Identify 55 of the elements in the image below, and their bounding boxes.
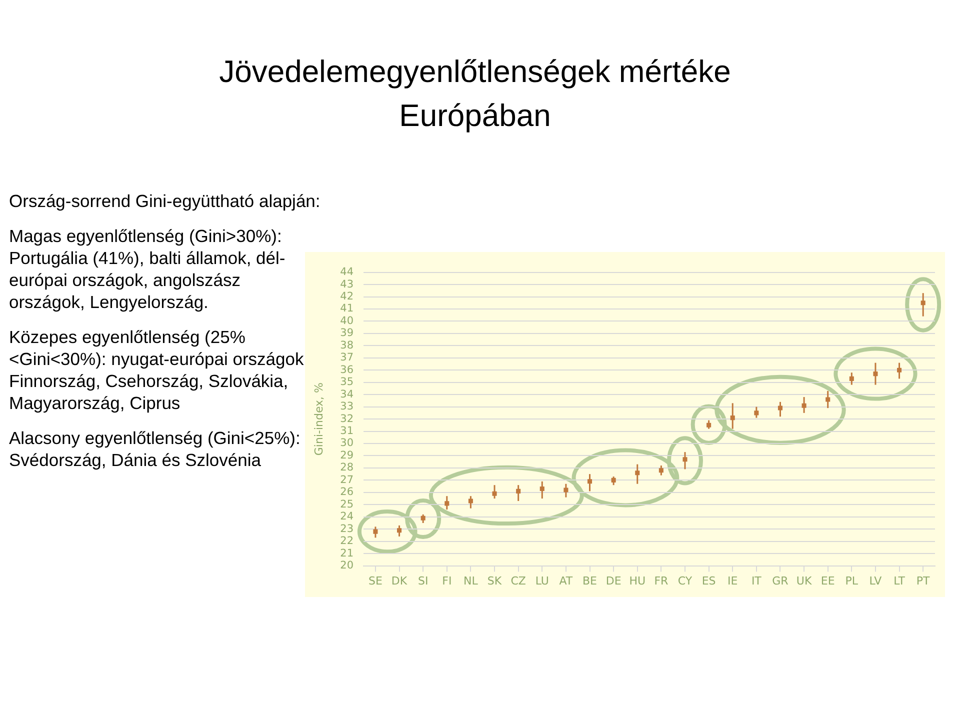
text: Közepes egyenlőtlenség (25%<Gini<30%): nyugat-európai országok, Finnország, Csehország, Szlovákia, Magyarország, Ciprus — [9, 326, 309, 414]
x-tick-label: NL — [464, 574, 479, 588]
x-tick-label: BE — [582, 574, 598, 588]
y-tick-label: 20 — [340, 560, 354, 572]
y-tick-label: 43 — [340, 278, 354, 290]
y-tick-label: 35 — [340, 376, 354, 388]
y-tick-label: 42 — [340, 290, 354, 302]
y-tick-label: 41 — [340, 302, 354, 315]
y-tick-label: 27 — [340, 474, 354, 486]
y-tick-label: 24 — [340, 510, 354, 523]
y-tick-label: 26 — [340, 486, 354, 498]
x-tick-label: LV — [869, 574, 882, 588]
y-tick-label: 38 — [340, 339, 354, 352]
text: Ország-sorrend Gini-együttható alapján: — [9, 190, 322, 212]
x-tick-label: CZ — [510, 574, 526, 588]
y-tick-label: 22 — [340, 535, 354, 548]
text: Magas egyenlőtlenség (Gini>30%): Portugália (41%), balti államok, dél-európai országok, angolszász országok, Lengyelország. — [9, 225, 286, 313]
y-tick-label: 36 — [340, 364, 354, 376]
y-tick-label: 40 — [340, 314, 354, 327]
chart-title: Jövedelemegyenlőtlenségek mértéke Európában — [218, 53, 732, 135]
x-tick-label: SK — [487, 574, 502, 588]
x-tick-label: GR — [772, 574, 789, 588]
x-tick-label: FR — [654, 574, 669, 588]
y-tick-label: 33 — [340, 400, 354, 413]
x-tick-label: HU — [629, 574, 646, 588]
y-tick-label: 21 — [340, 547, 354, 560]
y-tick-label: 44 — [340, 266, 354, 278]
y-tick-label: 32 — [340, 412, 354, 425]
text: Alacsony egyenlőtlenség (Gini<25%): Svédország, Dánia és Szlovénia — [9, 427, 302, 471]
x-tick-label: DK — [391, 574, 408, 588]
y-tick-label: 39 — [340, 327, 354, 340]
y-tick-label: 34 — [340, 388, 354, 400]
x-tick-label: PT — [916, 574, 930, 588]
y-tick-label: 28 — [340, 462, 354, 474]
y-tick-label: 31 — [340, 425, 354, 438]
x-tick-label: DE — [606, 574, 622, 588]
x-tick-label: SI — [418, 574, 428, 588]
x-tick-label: LU — [535, 574, 549, 588]
y-tick-label: 29 — [340, 449, 354, 462]
x-tick-label: SE — [368, 574, 382, 588]
y-tick-label: 30 — [340, 437, 354, 450]
y-tick-label: 25 — [340, 498, 354, 510]
y-tick-label: 23 — [340, 522, 354, 535]
x-tick-label: IE — [728, 574, 738, 588]
x-tick-label: ES — [702, 574, 716, 588]
x-tick-label: PL — [845, 574, 859, 588]
x-tick-label: AT — [559, 574, 573, 588]
y-tick-label: 37 — [340, 352, 354, 364]
x-tick-label: CY — [678, 574, 692, 588]
x-tick-label: FI — [442, 574, 452, 588]
x-tick-label: IT — [751, 574, 762, 588]
x-tick-label: EE — [820, 574, 835, 588]
y-axis-title: Gini-index, % — [312, 382, 326, 456]
x-tick-label: LT — [894, 574, 906, 588]
x-tick-label: UK — [796, 574, 812, 588]
